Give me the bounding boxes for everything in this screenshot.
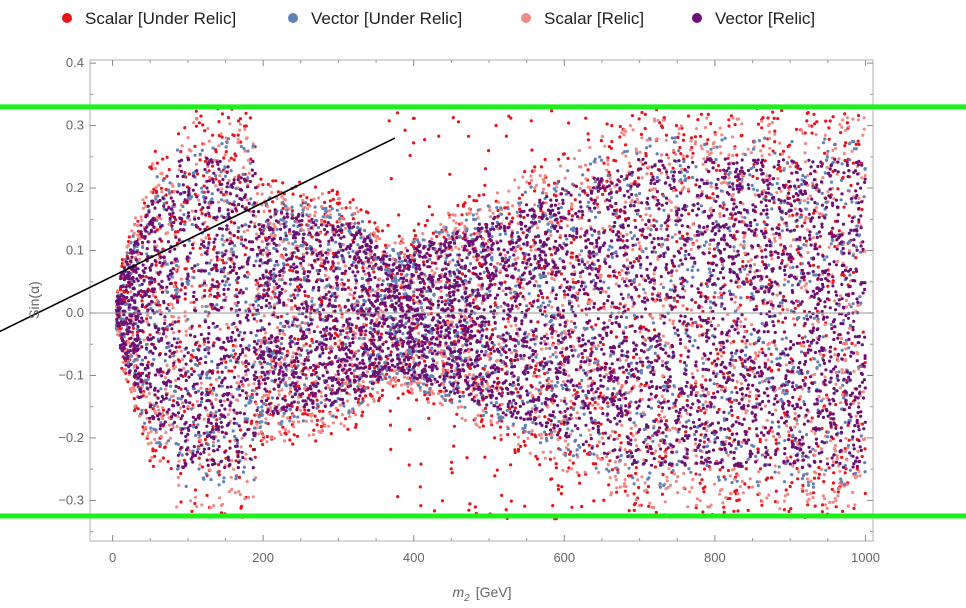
y-axis-label: Sin(α) [26,281,42,319]
annotation-overlays [0,104,966,519]
x-tick-label: 200 [252,550,274,565]
legend-marker [288,13,298,23]
legend-marker [692,13,702,23]
y-tick-label: 0.0 [66,305,84,320]
y-tick-label: −0.1 [58,367,84,382]
y-tick-label: −0.3 [58,492,84,507]
y-tick-label: 0.3 [66,118,84,133]
x-tick-label: 1000 [851,550,880,565]
legend: Scalar [Under Relic] Vector [Under Relic… [62,9,815,28]
legend-marker [62,13,72,23]
legend-item: Scalar [Relic] [521,9,644,28]
legend-item: Vector [Relic] [692,9,815,28]
scatter-series-points [114,156,867,470]
x-tick-label: 400 [403,550,425,565]
black-annotation-line [0,137,396,333]
legend-label: Scalar [Under Relic] [85,9,236,28]
legend-label: Vector [Relic] [715,9,815,28]
legend-marker [521,13,531,23]
x-tick-label: 600 [553,550,575,565]
legend-label: Vector [Under Relic] [311,9,462,28]
data-points [114,105,867,521]
y-tick-label: 0.4 [66,55,84,70]
x-axis-label: m2 [GeV] [452,584,511,604]
legend-item: Scalar [Under Relic] [62,9,236,28]
y-tick-label: 0.1 [66,243,84,258]
y-tick-label: −0.2 [58,430,84,445]
plot-frame [89,59,874,542]
y-tick-label: 0.2 [66,180,84,195]
x-tick-label: 800 [704,550,726,565]
x-tick-label: 0 [109,550,116,565]
legend-label: Scalar [Relic] [544,9,644,28]
axis-ticks: 0 200 400 600 800 1000 −0.3 −0.2 −0.1 0.0 0.1 0.2 0.… [58,55,880,565]
legend-item: Vector [Under Relic] [288,9,462,28]
